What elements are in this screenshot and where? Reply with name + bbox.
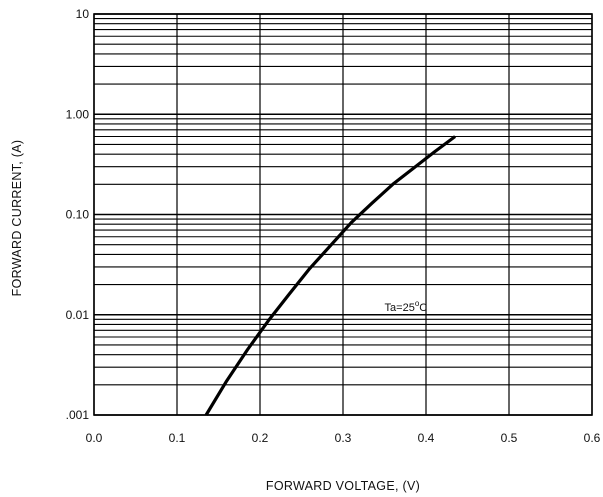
plot-frame	[93, 13, 593, 416]
y-tick-label: 1.00	[66, 107, 90, 121]
series-line	[204, 135, 457, 416]
x-axis-label: FORWARD VOLTAGE, (V)	[266, 479, 420, 493]
x-tick-label: 0.2	[252, 431, 269, 445]
chart-grid	[93, 13, 593, 416]
y-tick-label: .001	[66, 408, 90, 422]
y-tick-label: 10	[76, 7, 90, 21]
y-axis-label: FORWARD CURRENT, (A)	[10, 140, 24, 297]
x-tick-label: 0.1	[169, 431, 186, 445]
y-axis-ticks: .001 0.01 0.10 1.00 10	[66, 7, 90, 422]
x-axis-ticks: 0.0 0.1 0.2 0.3 0.4 0.5 0.6	[86, 431, 601, 445]
chart-series	[204, 135, 457, 416]
x-tick-label: 0.4	[418, 431, 435, 445]
x-tick-label: 0.3	[335, 431, 352, 445]
y-tick-label: 0.10	[66, 208, 90, 222]
x-tick-label: 0.6	[584, 431, 601, 445]
temperature-annotation: Ta=25oC	[385, 299, 428, 314]
y-tick-label: 0.01	[66, 308, 90, 322]
x-tick-label: 0.0	[86, 431, 103, 445]
x-tick-label: 0.5	[501, 431, 518, 445]
